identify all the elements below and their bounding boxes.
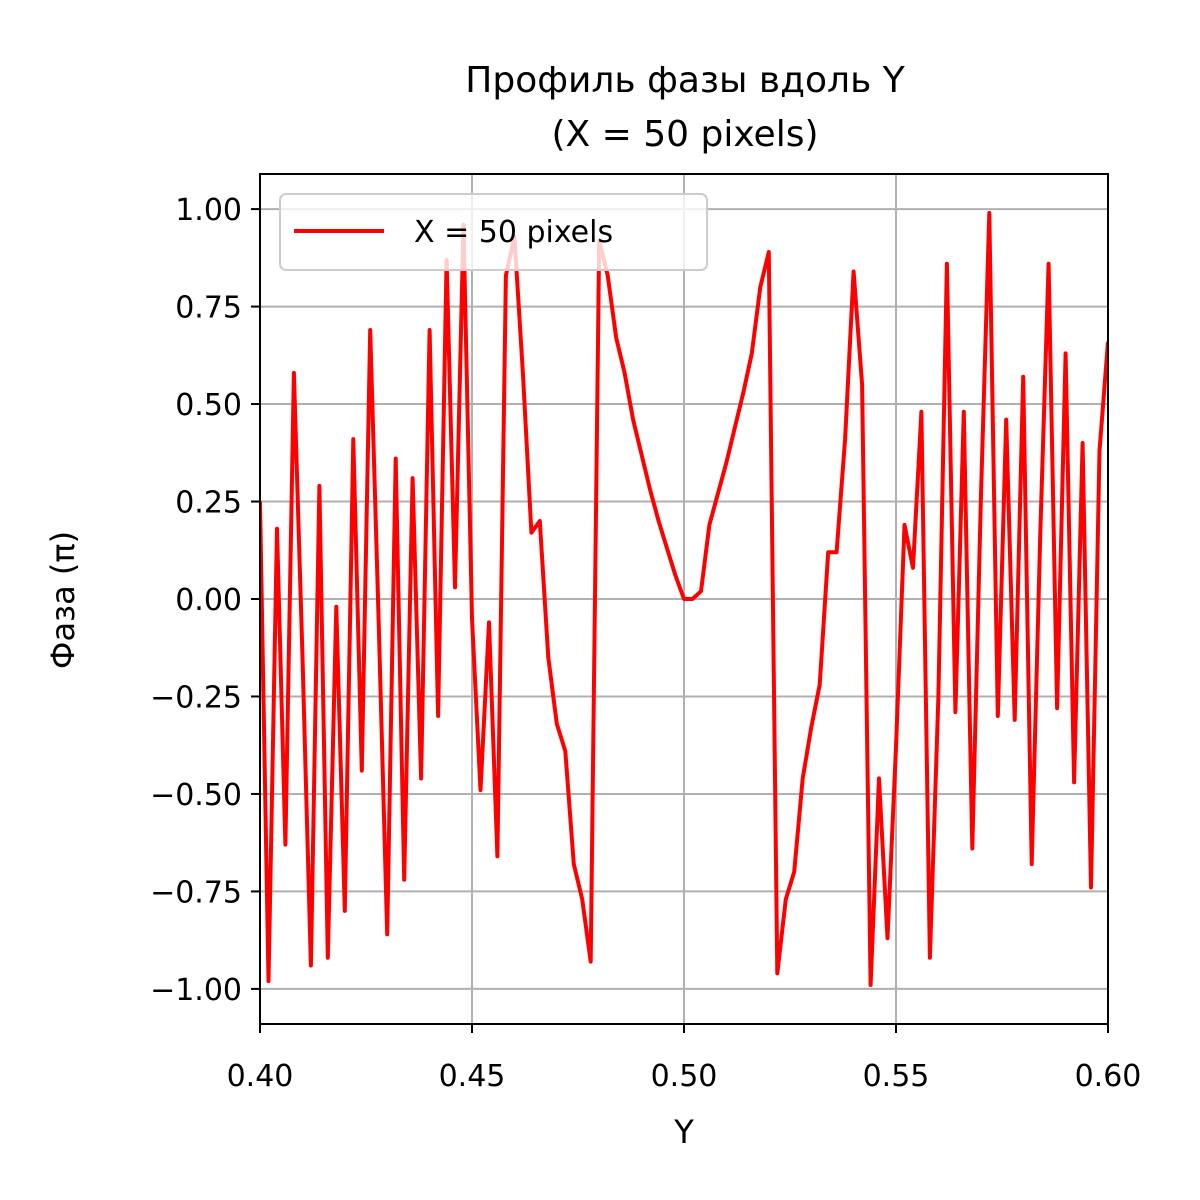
series-line xyxy=(260,211,1108,987)
y-tick-label: −0.25 xyxy=(150,680,242,715)
legend-box xyxy=(279,193,708,271)
x-axis-label: Y xyxy=(673,1113,694,1151)
y-axis-ticks: −1.00 −0.75 −0.50 −0.25 0.00 0.25 0.50 0.75 1.00 xyxy=(150,193,260,1008)
y-axis-label: Фаза (π) xyxy=(44,531,82,669)
x-axis-ticks: 0.40 0.45 0.50 0.55 0.60 xyxy=(227,1024,1142,1094)
y-tick-label: 0.75 xyxy=(175,291,242,326)
y-tick-label: 0.00 xyxy=(175,583,242,618)
chart-title-line-2: (X = 50 pixels) xyxy=(551,114,818,155)
x-tick-label: 0.45 xyxy=(439,1059,506,1094)
y-tick-label: 0.25 xyxy=(175,486,242,521)
y-tick-label: 1.00 xyxy=(175,193,242,228)
series-layer xyxy=(260,211,1108,987)
x-tick-label: 0.55 xyxy=(863,1059,930,1094)
x-tick-label: 0.50 xyxy=(651,1059,718,1094)
y-tick-label: −0.50 xyxy=(150,778,242,813)
chart-title-line-1: Профиль фазы вдоль Y xyxy=(465,60,905,101)
y-tick-label: −1.00 xyxy=(150,973,242,1008)
legend-entry-label: X = 50 pixels xyxy=(414,215,613,250)
y-tick-label: 0.50 xyxy=(175,388,242,423)
x-tick-label: 0.60 xyxy=(1075,1059,1142,1094)
y-tick-label: −0.75 xyxy=(150,875,242,910)
legend: X = 50 pixels xyxy=(279,193,708,271)
x-tick-label: 0.40 xyxy=(227,1059,294,1094)
